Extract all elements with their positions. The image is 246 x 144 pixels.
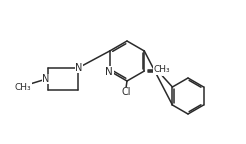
Text: CH₃: CH₃ <box>153 66 170 74</box>
Text: CH₃: CH₃ <box>15 83 31 91</box>
Text: N: N <box>42 74 50 84</box>
Text: N: N <box>105 67 113 77</box>
Text: N: N <box>75 63 83 73</box>
Text: Cl: Cl <box>121 87 131 97</box>
Text: N: N <box>163 66 170 76</box>
